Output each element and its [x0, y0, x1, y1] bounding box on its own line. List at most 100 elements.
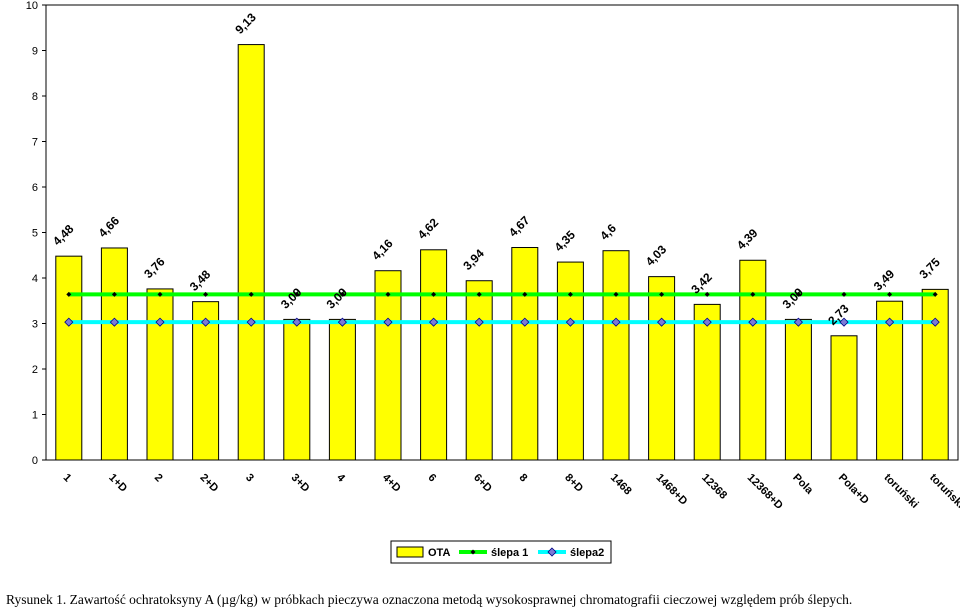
legend-marker-slepa2	[547, 547, 557, 557]
slepa1-point	[522, 291, 528, 297]
slepa1-point	[887, 291, 893, 297]
legend-label-slepa1: ślepa 1	[491, 547, 528, 559]
y-tick-label: 10	[26, 0, 38, 12]
x-tick-label: 8+D	[562, 472, 585, 495]
figure-caption: Rysunek 1. Zawartość ochratoksyny A (µg/…	[6, 592, 853, 607]
slepa1-point	[248, 291, 254, 297]
slepa1-point	[203, 291, 209, 297]
x-tick-label: 3	[243, 472, 256, 485]
bar-series	[55, 44, 949, 461]
slepa2-point	[793, 317, 803, 327]
slepa1-point	[795, 291, 801, 297]
x-tick-label: 6	[425, 472, 438, 485]
x-tick-label: 6+D	[471, 472, 494, 495]
slepa2-point	[429, 317, 439, 327]
slepa2-point	[520, 317, 530, 327]
x-tick-label: 12368	[699, 472, 729, 502]
bar	[511, 247, 539, 461]
y-tick-label: 4	[32, 273, 38, 285]
slepa1-point	[659, 291, 665, 297]
slepa2-point	[611, 317, 621, 327]
y-tick-label: 5	[32, 228, 38, 240]
slepa2-point	[383, 317, 393, 327]
legend: OTA ślepa 1 ślepa2	[390, 540, 612, 564]
bar	[283, 318, 311, 461]
x-tick-label: Pola+D	[836, 472, 871, 507]
x-tick-label: Pola	[790, 472, 816, 498]
bar	[921, 288, 949, 461]
x-tick-label: 1468	[608, 472, 634, 498]
slepa2-point	[155, 317, 165, 327]
bar	[876, 300, 904, 461]
slepa1-point	[339, 291, 345, 297]
bar	[602, 250, 630, 461]
bar	[374, 270, 402, 461]
slepa1-point	[385, 291, 391, 297]
slepa2-point	[201, 317, 211, 327]
slepa1-point	[111, 291, 117, 297]
slepa1-point	[841, 291, 847, 297]
x-tick-label: toruński	[881, 472, 920, 511]
bar	[784, 318, 812, 461]
slepa2-point	[292, 317, 302, 327]
y-tick-label: 6	[32, 182, 38, 194]
x-tick-label: 4+D	[380, 472, 403, 495]
legend-marker-slepa1	[470, 549, 476, 555]
slepa2-point	[839, 317, 849, 327]
legend-swatch-ota	[396, 546, 424, 558]
y-tick-label: 3	[32, 319, 38, 331]
y-tick-label: 7	[32, 137, 38, 149]
slepa2-point	[474, 317, 484, 327]
slepa1-point	[476, 291, 482, 297]
y-tick-label: 8	[32, 91, 38, 103]
slepa2-point	[565, 317, 575, 327]
slepa1-point	[932, 291, 938, 297]
bar	[648, 276, 676, 461]
plot-area	[45, 4, 959, 461]
slepa2-point	[885, 317, 895, 327]
slepa1-point	[750, 291, 756, 297]
x-tick-label: 8	[517, 472, 530, 485]
bar	[465, 280, 493, 461]
bar	[328, 318, 356, 461]
y-axis: 0 1 2 3 4 5 6 7 8 9 10	[26, 0, 46, 467]
y-tick-label: 9	[32, 46, 38, 58]
bar	[556, 261, 584, 461]
bar	[739, 259, 767, 461]
bar	[237, 44, 265, 461]
x-axis: 1 1+D 2 2+D 3 3+D 4 4+D 6 6+D 8 8+D 1468 1468+D 12368 1…	[61, 472, 960, 521]
bar	[420, 249, 448, 461]
slepa2-point	[246, 317, 256, 327]
bar	[693, 303, 721, 461]
slepa2-point	[109, 317, 119, 327]
y-tick-label: 2	[32, 364, 38, 376]
y-tick-label: 1	[32, 410, 38, 422]
y-tick-label: 0	[32, 455, 38, 467]
x-tick-label: 12368+D	[745, 472, 785, 512]
legend-label-ota: OTA	[428, 547, 450, 559]
slepa2-point	[930, 317, 940, 327]
bar	[100, 247, 128, 461]
bar	[55, 255, 83, 461]
slepa2-point	[702, 317, 712, 327]
x-tick-label: 4	[334, 472, 347, 485]
slepa1-point	[66, 291, 72, 297]
slepa1-point	[613, 291, 619, 297]
slepa1-point	[704, 291, 710, 297]
legend-box	[390, 540, 612, 564]
line-series	[64, 291, 940, 327]
bar	[830, 335, 858, 461]
x-tick-label: 1468+D	[653, 472, 689, 508]
bar	[146, 288, 174, 461]
x-tick-label: 2+D	[197, 472, 220, 495]
slepa2-point	[657, 317, 667, 327]
slepa1-point	[567, 291, 573, 297]
slepa1-point	[294, 291, 300, 297]
legend-label-slepa2: ślepa2	[570, 547, 604, 559]
x-tick-label: 1	[61, 472, 74, 485]
slepa2-point	[748, 317, 758, 327]
slepa2-point	[337, 317, 347, 327]
slepa1-point	[157, 291, 163, 297]
x-tick-label: 1+D	[106, 472, 129, 495]
